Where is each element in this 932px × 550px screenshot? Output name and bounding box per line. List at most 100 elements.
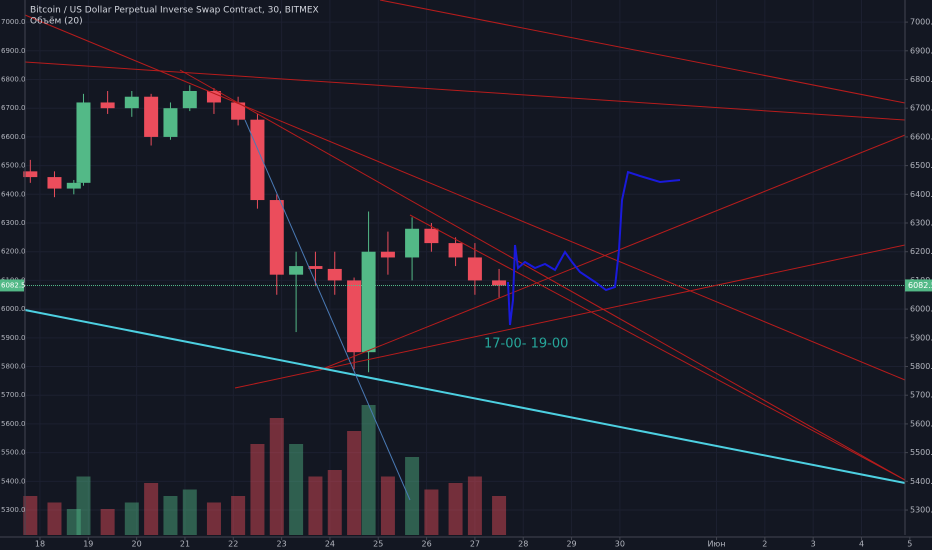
y-tick-label: 6400.0 bbox=[1, 190, 26, 198]
x-tick-label: 18 bbox=[35, 540, 45, 549]
candle-body bbox=[380, 251, 395, 258]
candle-body bbox=[448, 243, 463, 258]
candle-body bbox=[76, 102, 91, 183]
trend-line bbox=[244, 119, 411, 501]
volume-bar bbox=[448, 483, 463, 535]
volume-bar bbox=[163, 496, 178, 535]
trend-line bbox=[179, 69, 906, 481]
price-tag bbox=[905, 279, 932, 292]
candle-body bbox=[361, 251, 376, 353]
candle-body bbox=[206, 90, 221, 103]
x-tick-label: 5 bbox=[907, 540, 912, 549]
x-tick-label: 22 bbox=[228, 540, 238, 549]
x-tick-label: 27 bbox=[470, 540, 480, 549]
volume-bar bbox=[231, 496, 246, 535]
chart-title: Bitcoin / US Dollar Perpetual Inverse Sw… bbox=[30, 6, 319, 16]
x-tick-label: 20 bbox=[132, 540, 142, 549]
y-tick-label: 6900.0 bbox=[910, 46, 932, 55]
y-tick-label: 5900.0 bbox=[910, 333, 932, 342]
y-tick-label: 6000.0 bbox=[1, 305, 26, 313]
x-tick-label: 3 bbox=[811, 540, 816, 549]
drawings bbox=[24, 0, 906, 501]
volume-bar bbox=[182, 489, 197, 535]
y-tick-label: 5500.0 bbox=[1, 449, 26, 457]
y-tick-label: 5400.0 bbox=[910, 477, 932, 486]
y-tick-label: 5400.0 bbox=[1, 477, 26, 485]
price-tag bbox=[0, 279, 24, 292]
volume-bar bbox=[361, 405, 376, 535]
volume-bar bbox=[76, 476, 91, 535]
candle-body bbox=[163, 108, 178, 137]
volume-bar bbox=[250, 444, 265, 535]
y-tick-label: 5300.0 bbox=[910, 506, 932, 515]
x-tick-label: 19 bbox=[83, 540, 93, 549]
volume-bar bbox=[100, 509, 115, 535]
volume-bar bbox=[424, 489, 439, 535]
candle-body bbox=[327, 268, 342, 281]
candle-body bbox=[23, 171, 38, 178]
x-tick-label: 25 bbox=[373, 540, 383, 549]
candle-body bbox=[47, 177, 62, 189]
y-tick-label: 7000.0 bbox=[1, 18, 26, 26]
y-tick-label: 5700.0 bbox=[910, 391, 932, 400]
volume-bar bbox=[66, 509, 81, 535]
y-tick-label: 5900.0 bbox=[1, 334, 26, 342]
volume-bar bbox=[144, 483, 159, 535]
x-tick-label: 23 bbox=[277, 540, 287, 549]
price-axis bbox=[905, 0, 932, 550]
trend-line bbox=[409, 214, 906, 481]
volume-bar bbox=[206, 502, 221, 535]
candle-body bbox=[308, 266, 323, 269]
volume-bar bbox=[23, 496, 38, 535]
volume-bar bbox=[308, 476, 323, 535]
volume-bar bbox=[47, 502, 62, 535]
trend-line bbox=[379, 0, 906, 104]
y-tick-label: 6800.0 bbox=[1, 76, 26, 84]
support-line bbox=[24, 309, 906, 484]
y-tick-label: 6300.0 bbox=[910, 219, 932, 228]
candle-body bbox=[405, 228, 420, 258]
y-tick-label: 6800.0 bbox=[910, 75, 932, 84]
candle-body bbox=[492, 280, 507, 286]
trend-line bbox=[319, 134, 906, 371]
y-tick-label: 6700.0 bbox=[1, 104, 26, 112]
y-tick-label: 7000.0 bbox=[910, 18, 932, 27]
y-tick-label: 6000.0 bbox=[910, 305, 932, 314]
x-tick-label: 2 bbox=[762, 540, 767, 549]
trend-line bbox=[24, 61, 906, 121]
y-tick-label: 6400.0 bbox=[910, 190, 932, 199]
candle-body bbox=[269, 200, 284, 275]
candle-body bbox=[467, 257, 482, 281]
y-tick-label: 6600.0 bbox=[910, 132, 932, 141]
candle-body bbox=[424, 228, 439, 244]
y-tick-label: 5600.0 bbox=[910, 419, 932, 428]
grid bbox=[25, 0, 911, 535]
y-tick-label: 5300.0 bbox=[1, 506, 26, 514]
y-tick-label: 5500.0 bbox=[910, 448, 932, 457]
y-tick-label: 5800.0 bbox=[1, 363, 26, 371]
candle-body bbox=[100, 102, 115, 109]
y-tick-label: 5700.0 bbox=[1, 391, 26, 399]
price-tag-label: 6082.5 bbox=[1, 281, 26, 289]
x-tick-label: 28 bbox=[518, 540, 528, 549]
x-tick-label: 24 bbox=[325, 540, 335, 549]
volume-bar bbox=[269, 418, 284, 535]
x-tick-label: 26 bbox=[421, 540, 431, 549]
y-tick-label: 6600.0 bbox=[1, 133, 26, 141]
volume-bar bbox=[467, 476, 482, 535]
x-tick-label: 30 bbox=[615, 540, 625, 549]
y-tick-label: 5800.0 bbox=[910, 362, 932, 371]
volume-bar bbox=[289, 444, 304, 535]
trend-line bbox=[234, 244, 906, 389]
y-tick-label: 6900.0 bbox=[1, 47, 26, 55]
volume-bar bbox=[492, 496, 507, 535]
volume-bar bbox=[347, 431, 362, 535]
y-tick-label: 6500.0 bbox=[910, 161, 932, 170]
volume-label: Объём (20) bbox=[30, 17, 83, 27]
volume-bar bbox=[380, 476, 395, 535]
y-tick-label: 6200.0 bbox=[910, 247, 932, 256]
annotation: 17-00- 19-00 bbox=[484, 337, 568, 352]
projection-path bbox=[507, 170, 681, 326]
